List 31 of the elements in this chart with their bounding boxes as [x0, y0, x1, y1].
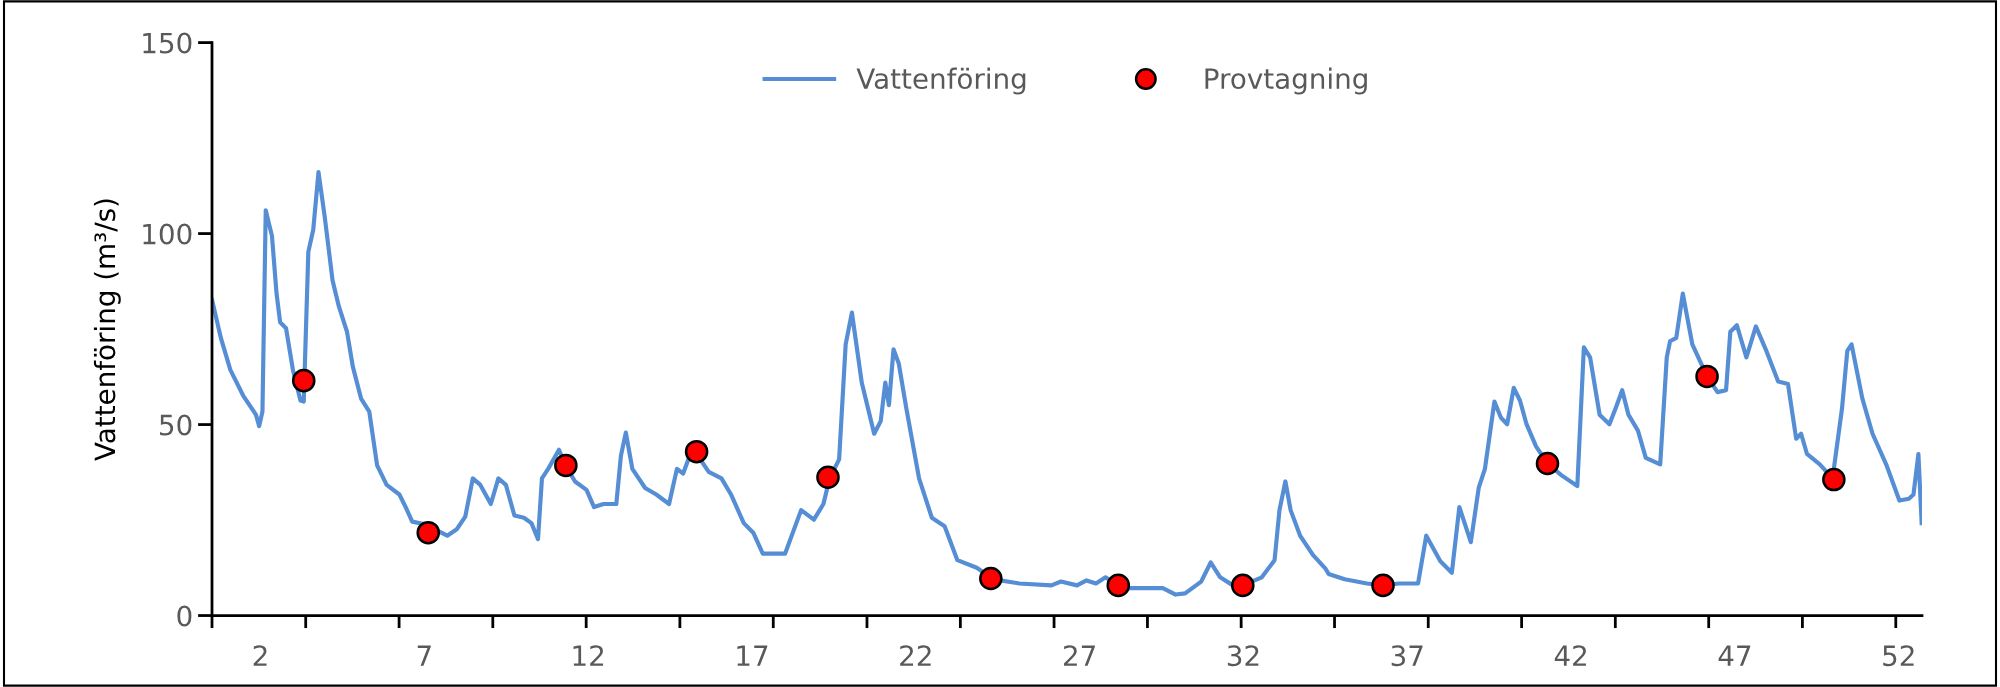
point [416, 520, 441, 545]
point [1371, 573, 1395, 598]
x-tick-label: 2 [253, 645, 267, 666]
y-tick-label: 50 [160, 414, 192, 436]
point [1695, 364, 1719, 389]
line-series [212, 169, 1922, 597]
y-tick-label: 0 [177, 605, 192, 627]
y-tick-label: 100 [143, 223, 192, 245]
point [816, 465, 840, 490]
point [1231, 573, 1255, 598]
x-tick-label: 47 [1718, 645, 1751, 666]
x-tick-label: 37 [1391, 645, 1423, 667]
point [291, 368, 316, 393]
x-tick-label: 32 [1227, 645, 1259, 667]
point [1535, 451, 1560, 476]
x-tick-label: 17 [737, 645, 768, 666]
x-tick-label: 42 [1554, 645, 1586, 666]
x-tick-label: 7 [417, 645, 431, 666]
point [979, 566, 1003, 591]
y-axis-title: Vattenföring (m³/s) [93, 199, 121, 461]
x-tick-label: 52 [1883, 645, 1914, 667]
point [1106, 573, 1131, 598]
x-tick-label: 27 [1063, 645, 1095, 666]
point [1822, 467, 1846, 492]
legend-label: Provtagning [1205, 67, 1367, 95]
legend-label: Vattenföring [856, 67, 1026, 95]
y-tick-label: 150 [143, 32, 192, 54]
x-tick-label: 12 [573, 645, 604, 666]
point [684, 439, 709, 464]
point [554, 453, 578, 478]
x-tick-label: 22 [900, 645, 931, 666]
